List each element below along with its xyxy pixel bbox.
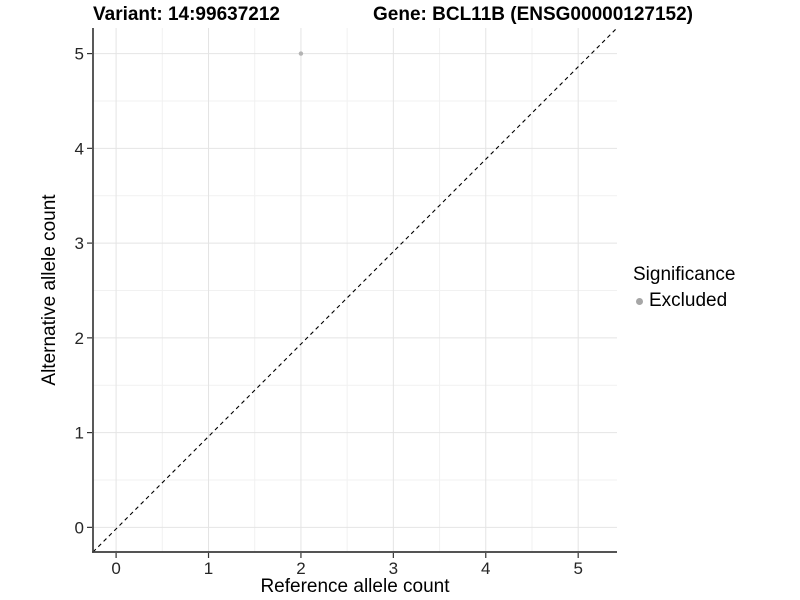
y-tick-label: 2 — [75, 329, 84, 348]
data-point-excluded — [298, 51, 304, 56]
plot-title-gene: Gene: BCL11B (ENSG00000127152) — [373, 4, 693, 25]
y-tick-label: 0 — [75, 518, 84, 537]
x-tick-label: 4 — [481, 559, 490, 578]
x-tick-label: 5 — [573, 559, 582, 578]
legend: Significance Excluded — [633, 264, 736, 312]
legend-key-dot-icon — [636, 297, 643, 305]
x-axis-title: Reference allele count — [260, 576, 450, 597]
y-tick-label: 4 — [75, 139, 84, 158]
y-axis-title: Alternative allele count — [39, 194, 60, 386]
y-tick-label: 5 — [75, 45, 84, 64]
plot-title-variant: Variant: 14:99637212 — [93, 4, 280, 25]
legend-item-excluded: Excluded — [633, 289, 735, 312]
legend-item-label: Excluded — [649, 289, 728, 311]
y-tick-label: 1 — [75, 424, 84, 443]
legend-title: Significance — [633, 264, 736, 285]
x-tick-label: 1 — [204, 559, 213, 578]
x-tick-label: 3 — [389, 559, 398, 578]
y-tick-label: 3 — [75, 234, 84, 253]
identity-line — [92, 27, 618, 553]
x-tick-label: 0 — [111, 559, 120, 578]
x-tick-label: 2 — [296, 559, 305, 578]
